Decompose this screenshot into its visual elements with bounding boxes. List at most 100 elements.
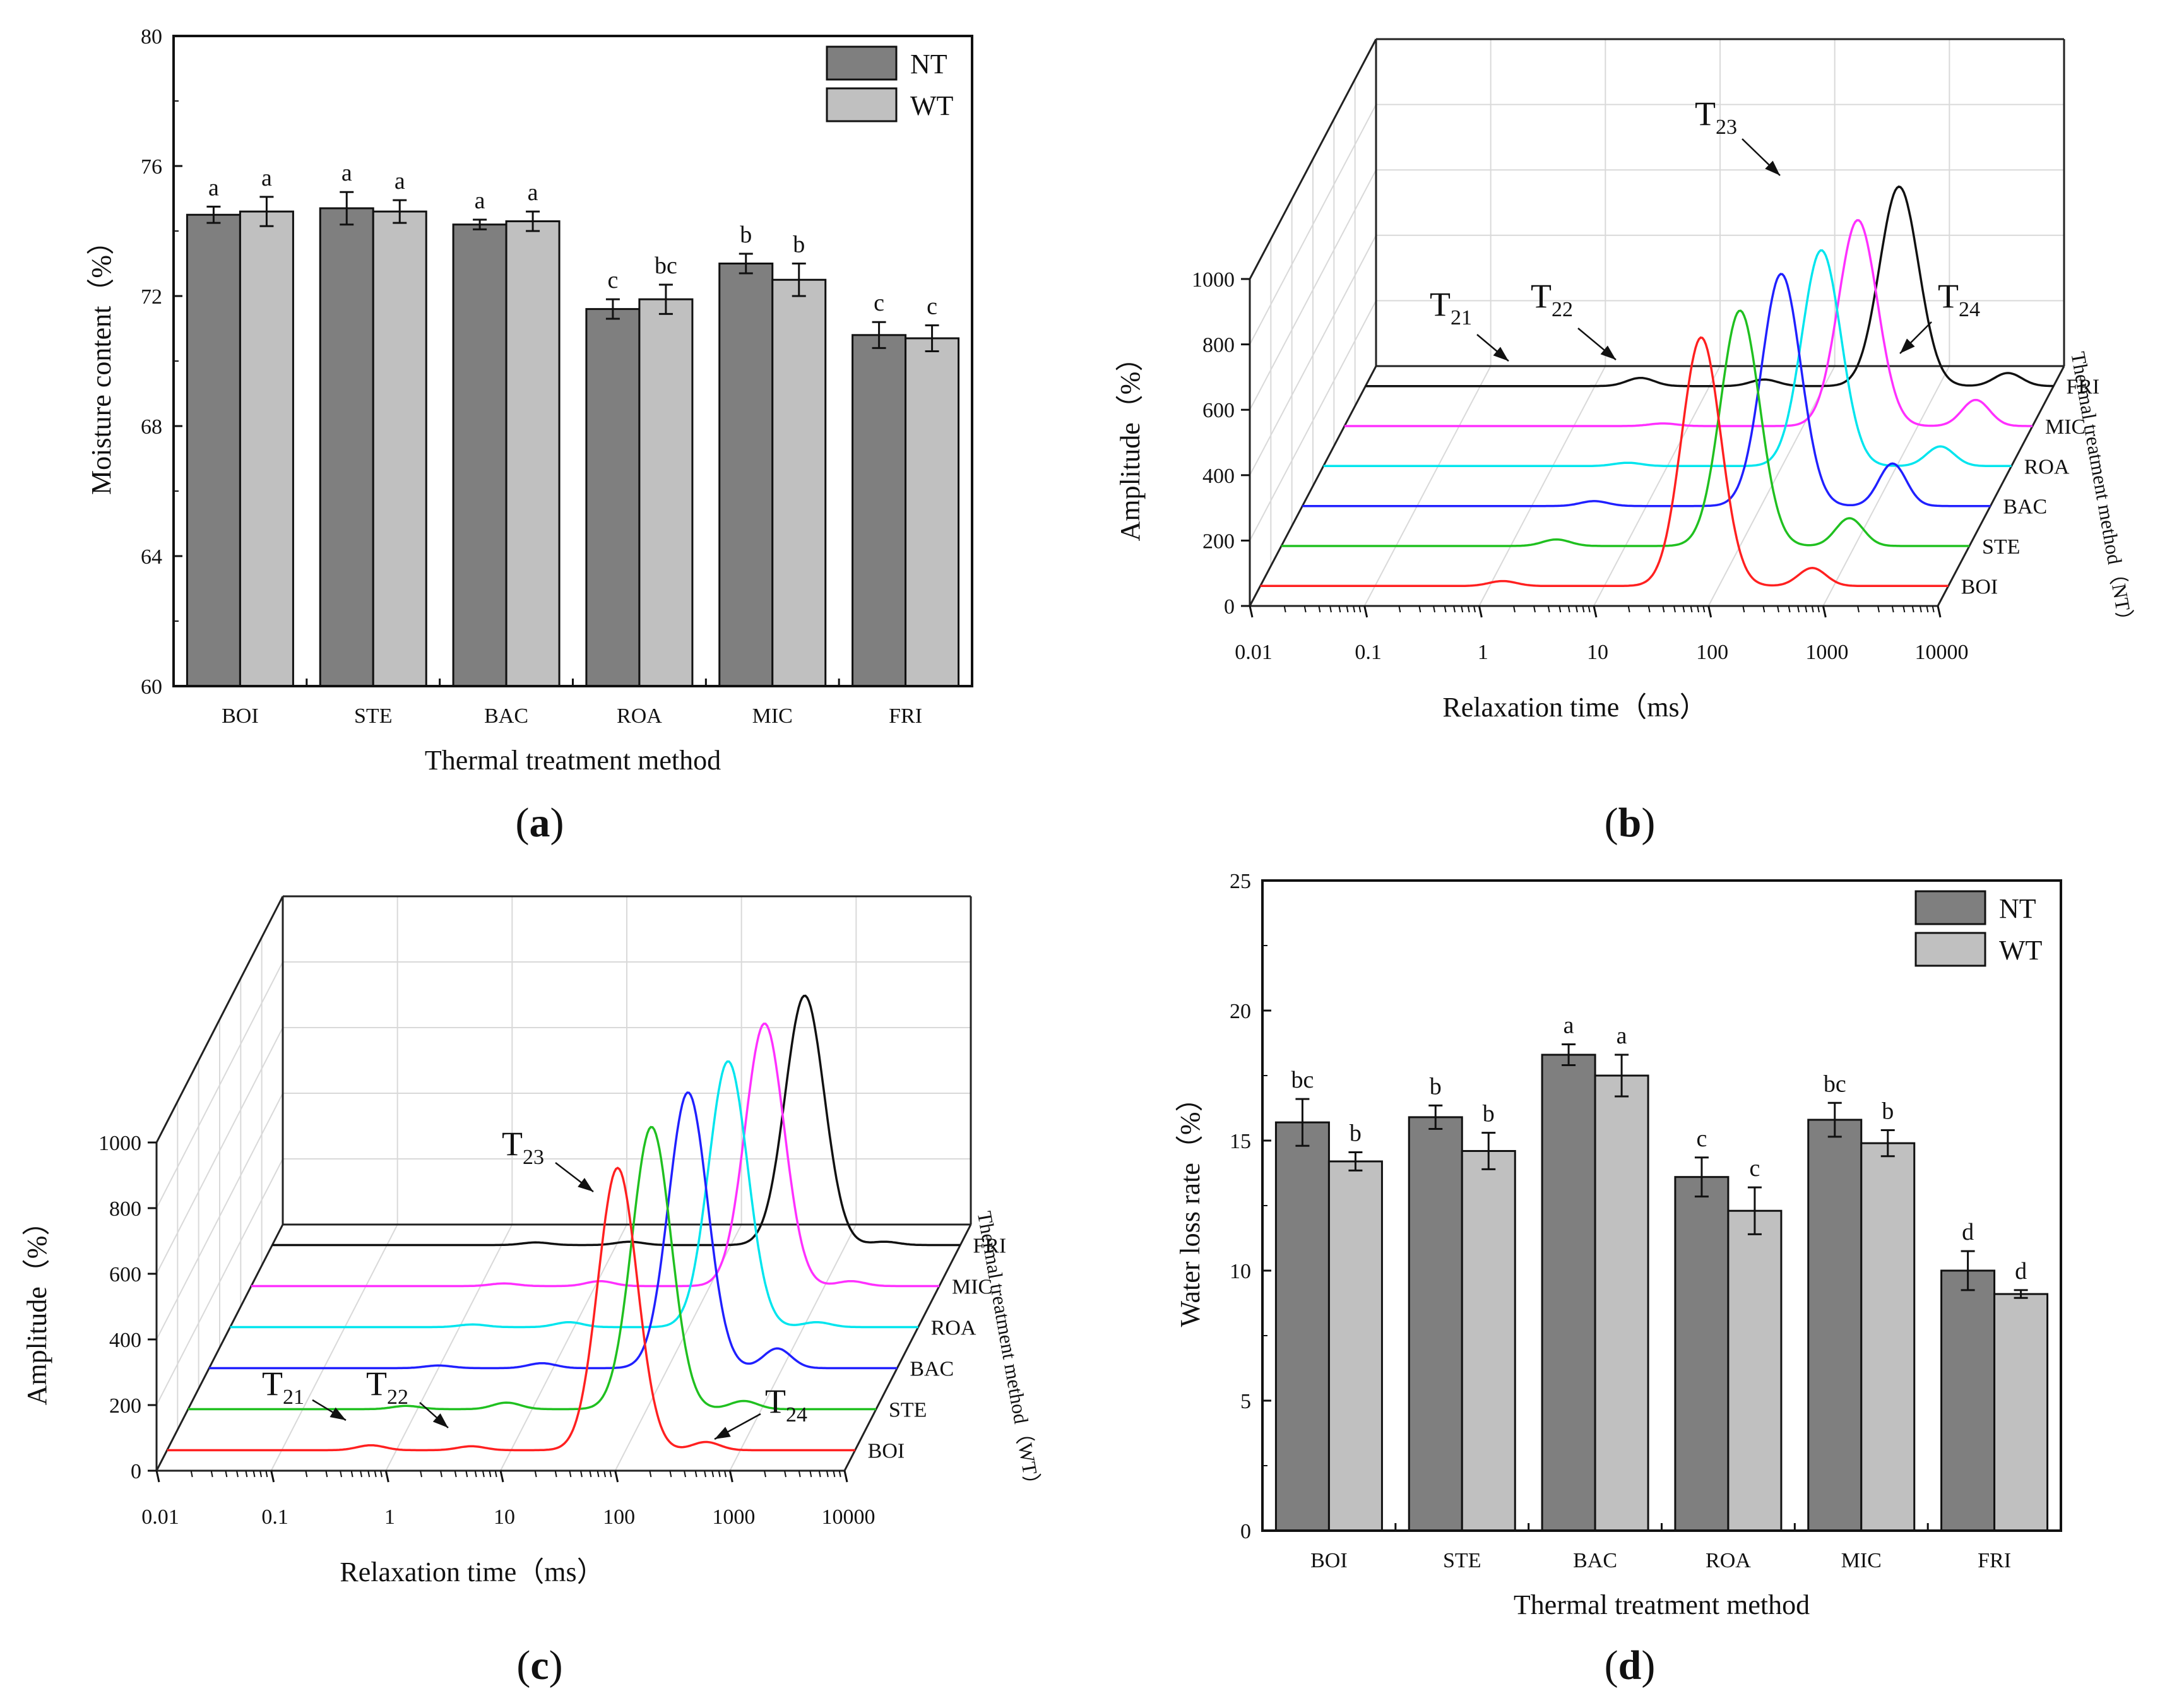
x-minor-tick (711, 1470, 715, 1478)
x-minor-tick (1329, 605, 1332, 613)
x-minor-tick (798, 1470, 801, 1478)
x-tick-mark (1249, 605, 1254, 618)
x-minor-tick (1353, 605, 1356, 613)
x-minor-tick (1788, 605, 1791, 613)
grid-line (1593, 365, 1721, 607)
z-tick-label-boi: BOI (1961, 575, 1998, 598)
significance-letter: a (395, 168, 405, 194)
z-tick-label-fri: FRI (2066, 376, 2099, 399)
annotation-t22: T22 (366, 1365, 408, 1409)
x-tick-mark (270, 1470, 275, 1483)
x-tick-mark (1822, 605, 1827, 618)
x-minor-tick (1627, 605, 1630, 613)
significance-letter: a (261, 165, 272, 191)
y-tick-label: 1000 (98, 1132, 141, 1155)
significance-letter: bc (1824, 1071, 1846, 1097)
x-minor-tick (454, 1470, 457, 1478)
bar-wt-bac (505, 220, 561, 687)
x-minor-tick (649, 1470, 652, 1478)
annotation-t23: T23 (502, 1125, 544, 1169)
x-minor-tick (1777, 605, 1780, 613)
x-minor-tick (1588, 605, 1591, 613)
series-line-bac (1302, 273, 1991, 507)
y-tick-label: 400 (109, 1329, 141, 1352)
x-minor-tick (1742, 605, 1745, 613)
panel-d-chart: bc b a c bc d b b a c b d 0 5 10 15 20 25 BOI STE BAC ROA MIC F… (1175, 870, 2062, 1620)
x-minor-tick (474, 1470, 477, 1478)
x-minor-tick (1911, 605, 1914, 613)
y-tick-label: 800 (1202, 334, 1235, 357)
y-tick-label: 68 (141, 415, 162, 439)
series-line-fri (272, 994, 961, 1247)
x-minor-tick (718, 1470, 721, 1478)
x-minor-tick (826, 1470, 829, 1478)
z-tick-label-mic: MIC (2045, 415, 2086, 439)
x-tick-mark (499, 1470, 504, 1483)
y-tick-label: 10 (1230, 1260, 1251, 1283)
x-minor-tick (1902, 605, 1906, 613)
y-axis-title: Water loss rate（%） (1175, 1084, 1206, 1327)
bar-wt-fri (905, 337, 960, 687)
bar-nt-roa (1674, 1176, 1730, 1532)
y-tick-label: 200 (1202, 530, 1235, 553)
grid-line (1478, 365, 1606, 607)
x-tick-label: FRI (889, 704, 922, 728)
y-axis-title: Amplitude（%） (1115, 344, 1146, 542)
x-minor-tick (1338, 605, 1341, 613)
x-minor-tick (225, 1470, 228, 1478)
significance-letter: b (793, 232, 805, 258)
legend-label-wt: WT (1999, 935, 2043, 966)
x-tick-label: MIC (752, 704, 793, 728)
series-line-fri (1365, 185, 2054, 388)
x-minor-tick (1797, 605, 1800, 613)
z-axis-line (843, 1224, 972, 1471)
x-tick-mark (1478, 605, 1483, 618)
y-tick-label: 0 (1240, 1520, 1251, 1543)
y-axis-title: Moisture content（%） (86, 227, 117, 495)
y-tick-label: 64 (141, 545, 162, 569)
legend-swatch-wt (1914, 932, 1986, 967)
z-tick-label-mic: MIC (952, 1276, 992, 1299)
x-tick-label: ROA (1706, 1549, 1751, 1572)
y-tick-label: 72 (141, 285, 162, 309)
x-axis-title: Relaxation time（ms） (340, 1557, 604, 1587)
x-minor-tick (1461, 605, 1464, 613)
x-minor-tick (1673, 605, 1676, 613)
x-minor-tick (704, 1470, 707, 1478)
annotation-t22: T22 (1531, 277, 1573, 321)
x-minor-tick (589, 1470, 592, 1478)
series-line-roa (230, 1060, 918, 1329)
floor-edge (155, 1224, 284, 1471)
z-axis-line (1937, 365, 2065, 607)
x-minor-tick (350, 1470, 353, 1478)
grid-line (500, 1224, 627, 1471)
series-line-bac (209, 1091, 898, 1370)
significance-letter: c (1749, 1155, 1760, 1182)
x-minor-tick (1702, 605, 1706, 613)
annotation-arrow-head (1765, 160, 1780, 175)
z-tick-label-fri: FRI (973, 1235, 1006, 1258)
x-minor-tick (784, 1470, 786, 1478)
significance-letter: a (528, 179, 538, 206)
z-tick-label-bac: BAC (910, 1358, 954, 1381)
x-minor-tick (1926, 605, 1929, 613)
significance-letter: a (475, 187, 485, 214)
x-minor-tick (1533, 605, 1536, 613)
annotation-t24: T24 (1938, 277, 1980, 321)
significance-letter: c (927, 293, 937, 319)
significance-letter: a (1564, 1012, 1574, 1039)
bar-nt-fri (1940, 1269, 1996, 1532)
x-minor-tick (1919, 605, 1922, 613)
significance-letter: b (1882, 1098, 1894, 1125)
x-minor-tick (1932, 605, 1935, 613)
z-tick-label-ste: STE (1982, 535, 2020, 559)
significance-letter: d (2015, 1258, 2027, 1285)
x-minor-tick (1567, 605, 1570, 613)
grid-line (729, 1224, 857, 1471)
x-tick-label: MIC (1841, 1549, 1882, 1572)
x-minor-tick (252, 1470, 256, 1478)
x-minor-tick (482, 1470, 485, 1478)
x-minor-tick (809, 1470, 812, 1478)
significance-letter: c (607, 267, 618, 294)
